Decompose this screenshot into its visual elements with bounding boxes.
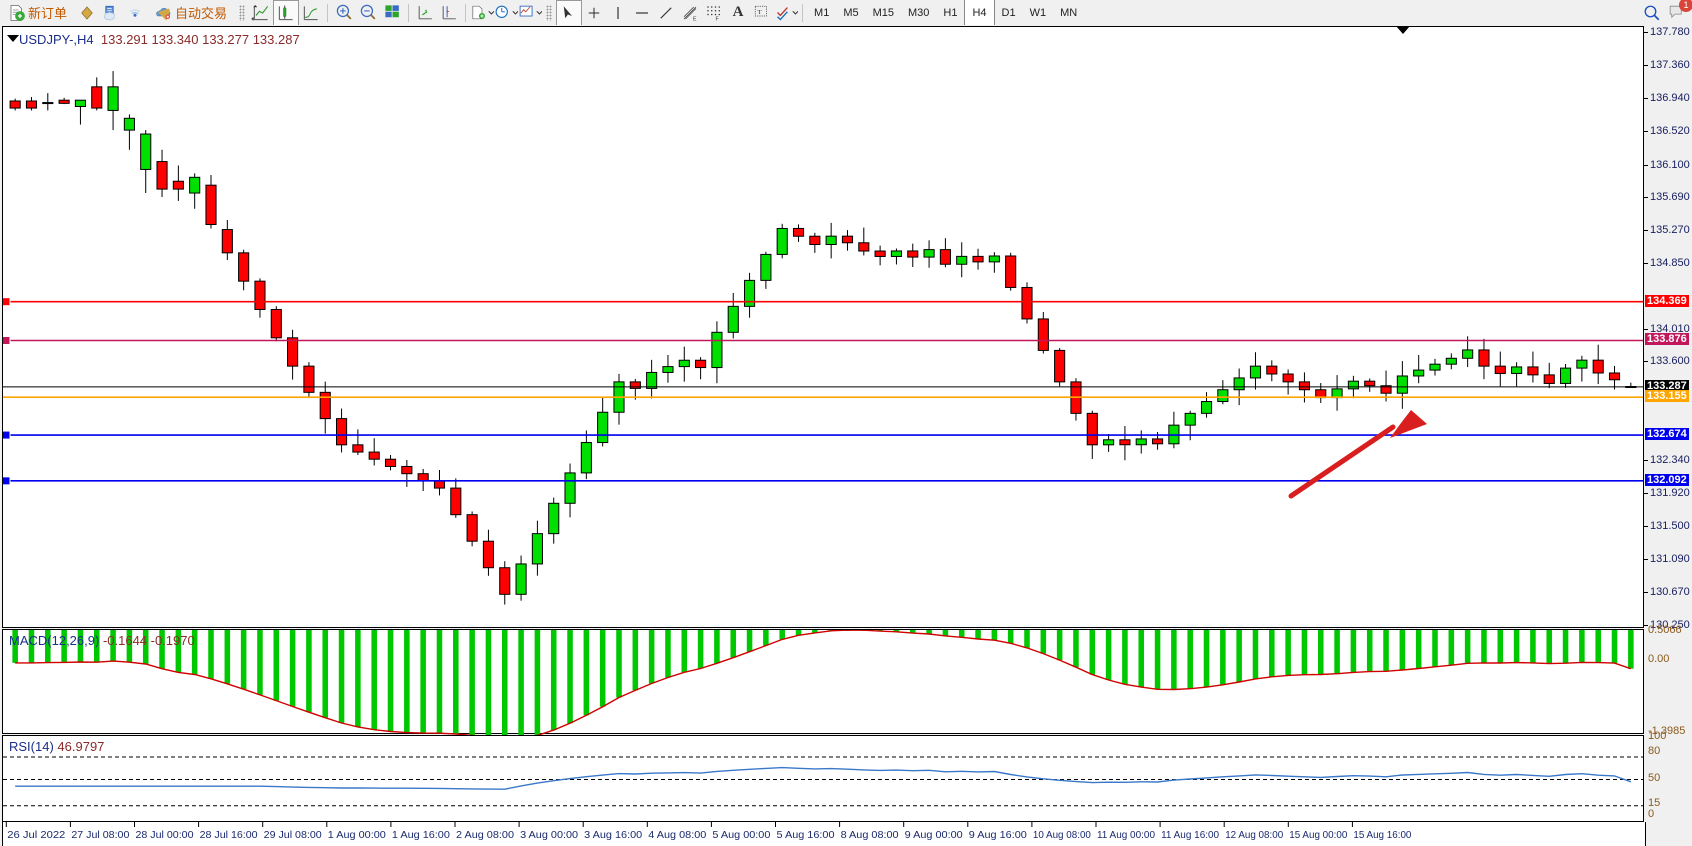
svg-text:3 Aug 00:00: 3 Aug 00:00 — [520, 830, 578, 841]
svg-text:26 Jul 2022: 26 Jul 2022 — [7, 830, 65, 841]
svg-text:2 Aug 08:00: 2 Aug 08:00 — [456, 830, 514, 841]
svg-text:8 Aug 08:00: 8 Aug 08:00 — [841, 830, 899, 841]
svg-text:F: F — [716, 16, 719, 22]
svg-text:27 Jul 08:00: 27 Jul 08:00 — [71, 830, 129, 841]
svg-text:15 Aug 00:00: 15 Aug 00:00 — [1289, 830, 1347, 841]
svg-text:1 Aug 16:00: 1 Aug 16:00 — [392, 830, 450, 841]
svg-text:15 Aug 16:00: 15 Aug 16:00 — [1353, 830, 1411, 841]
svg-text:28 Jul 00:00: 28 Jul 00:00 — [136, 830, 194, 841]
svg-text:3 Aug 16:00: 3 Aug 16:00 — [584, 830, 642, 841]
svg-text:29 Jul 08:00: 29 Jul 08:00 — [264, 830, 322, 841]
svg-text:9 Aug 00:00: 9 Aug 00:00 — [905, 830, 963, 841]
svg-text:5 Aug 16:00: 5 Aug 16:00 — [777, 830, 835, 841]
svg-text:12 Aug 08:00: 12 Aug 08:00 — [1225, 830, 1283, 841]
svg-text:1 Aug 00:00: 1 Aug 00:00 — [328, 830, 386, 841]
svg-text:T: T — [758, 8, 763, 15]
svg-text:9 Aug 16:00: 9 Aug 16:00 — [969, 830, 1027, 841]
svg-text:11 Aug 00:00: 11 Aug 00:00 — [1097, 830, 1155, 841]
svg-text:5 Aug 00:00: 5 Aug 00:00 — [712, 830, 770, 841]
svg-text:10 Aug 08:00: 10 Aug 08:00 — [1033, 830, 1091, 841]
svg-text:11 Aug 16:00: 11 Aug 16:00 — [1161, 830, 1219, 841]
svg-text:4 Aug 08:00: 4 Aug 08:00 — [648, 830, 706, 841]
svg-text:E: E — [693, 16, 697, 22]
svg-text:28 Jul 16:00: 28 Jul 16:00 — [200, 830, 258, 841]
